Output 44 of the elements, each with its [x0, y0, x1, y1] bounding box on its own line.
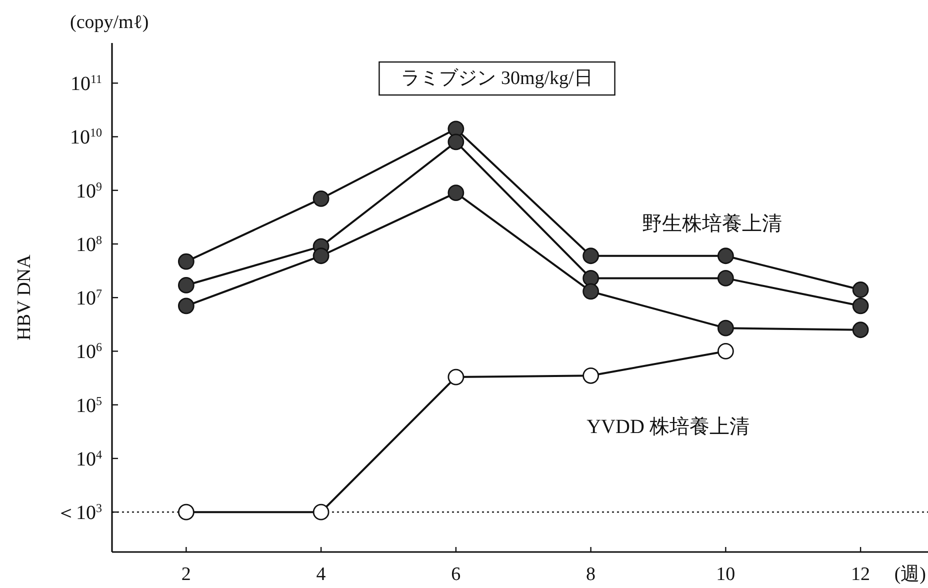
y-tick-label: 10$^{8}$ — [76, 232, 102, 256]
x-tick-label: 4 — [316, 564, 326, 585]
point — [178, 253, 194, 270]
annotation: (copy/mℓ) — [70, 12, 149, 33]
point — [582, 367, 600, 384]
y-axis-title: HBV DNA — [14, 254, 35, 340]
y-tick-label: 10$^{9}$ — [76, 179, 102, 202]
annotation: ラミブジン 30mg/kg/日 — [401, 68, 593, 89]
point — [448, 134, 464, 150]
point — [312, 248, 330, 264]
annotation: ラミブジン 30mg/kg/日 — [378, 61, 616, 96]
point — [582, 248, 600, 264]
point — [312, 190, 330, 207]
point — [852, 298, 869, 314]
point — [852, 322, 869, 338]
y-tick-label: 10$^{5}$ — [76, 394, 102, 417]
x-tick-label: 10 — [716, 564, 736, 585]
y-tick-label: 10$^{4}$ — [76, 447, 102, 470]
annotation: 野生株培養上清 — [642, 213, 782, 235]
point — [448, 184, 464, 202]
point — [448, 368, 464, 386]
point — [717, 270, 734, 286]
y-tick-label: 10$^{10}$ — [70, 126, 102, 149]
point — [717, 343, 734, 360]
point — [852, 282, 869, 298]
x-tick-label: 6 — [451, 564, 461, 585]
point — [312, 504, 330, 520]
point — [582, 283, 600, 300]
x-axis-title: (週) — [894, 564, 926, 585]
y-tick-label: 10$^{6}$ — [76, 340, 102, 364]
point — [717, 248, 734, 264]
x-tick-label: 2 — [181, 564, 191, 585]
point — [717, 320, 734, 336]
point — [448, 120, 464, 138]
y-tick-label: 10$^{7}$ — [76, 286, 102, 310]
point — [178, 298, 194, 314]
annotation: YVDD 株培養上清 — [586, 416, 750, 438]
x-tick-label: 12 — [851, 564, 870, 585]
point — [582, 270, 600, 286]
point — [178, 277, 194, 294]
y-tick-label: 10$^{11}$ — [70, 72, 102, 96]
x-tick-label: 8 — [586, 564, 596, 585]
y-tick-label: ＜10$^{3}$ — [56, 501, 102, 524]
point — [178, 504, 194, 520]
